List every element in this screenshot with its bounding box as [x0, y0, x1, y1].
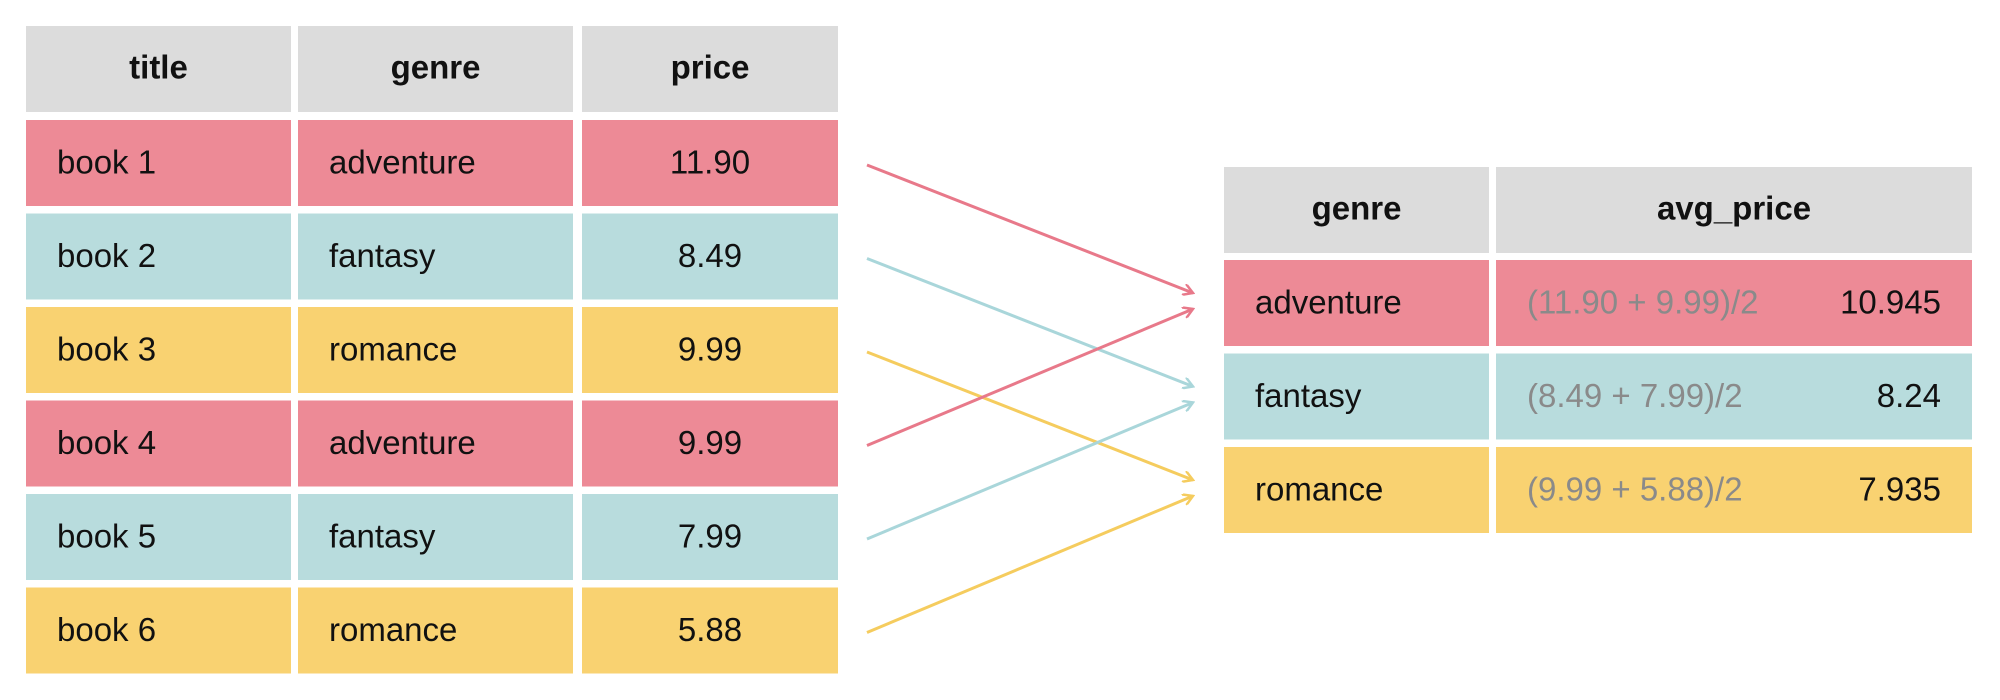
arrow: [866, 496, 1193, 634]
table-cell: [1496, 260, 1972, 346]
table-cell: [26, 120, 291, 206]
formula-text: (9.99 + 5.88)/2: [1527, 471, 1743, 508]
cell-text: 10.945: [1840, 284, 1941, 321]
cell-text: 8.24: [1877, 377, 1941, 414]
header-text: price: [671, 49, 750, 86]
header-text: genre: [391, 49, 481, 86]
header-text: genre: [1312, 190, 1402, 227]
header-cell: [26, 26, 291, 112]
arrow: [866, 163, 1193, 293]
table-cell: [1224, 353, 1489, 440]
header-text: title: [129, 49, 188, 86]
formula-text: (11.90 + 9.99)/2: [1527, 284, 1758, 321]
cell-text: book 6: [57, 611, 156, 648]
table-cell: [582, 494, 838, 580]
cell-text: 7.99: [678, 518, 742, 555]
cell-text: book 5: [57, 518, 156, 555]
table-cell: [26, 400, 291, 487]
formula-text: (8.49 + 7.99)/2: [1527, 377, 1743, 414]
cell-text: 7.935: [1858, 471, 1941, 508]
cell-text: adventure: [1255, 284, 1402, 321]
table-cell: [1224, 447, 1489, 533]
header-text: avg_price: [1657, 190, 1811, 227]
cell-text: book 4: [57, 424, 156, 461]
cell-text: book 1: [57, 144, 156, 181]
cell-text: adventure: [329, 424, 476, 461]
table-cell: [298, 120, 573, 206]
table-cell: [582, 307, 838, 393]
table-cell: [1496, 447, 1972, 533]
cell-text: romance: [1255, 471, 1383, 508]
table-cell: [26, 213, 291, 300]
cell-text: romance: [329, 611, 457, 648]
cell-text: 8.49: [678, 237, 742, 274]
cell-text: 11.90: [670, 144, 750, 181]
table-cell: [582, 120, 838, 206]
table-cell: [298, 400, 573, 487]
cell-text: 5.88: [678, 611, 742, 648]
arrow: [866, 350, 1193, 480]
arrow: [866, 309, 1193, 447]
cell-text: 9.99: [678, 331, 742, 368]
table-cell: [1224, 260, 1489, 346]
header-cell: [1496, 167, 1972, 253]
cell-text: adventure: [329, 144, 476, 181]
table-cell: [582, 213, 838, 300]
header-cell: [298, 26, 573, 112]
table-cell: [1496, 353, 1972, 440]
table-cell: [26, 307, 291, 393]
table-cell: [298, 307, 573, 393]
table-cell: [298, 213, 573, 300]
table-cell: [26, 587, 291, 674]
table-cell: [582, 587, 838, 674]
cell-text: fantasy: [329, 237, 436, 274]
header-cell: [582, 26, 838, 112]
arrow: [866, 403, 1193, 541]
arrow: [866, 257, 1193, 387]
table-cell: [298, 494, 573, 580]
table-cell: [298, 587, 573, 674]
cell-text: romance: [329, 331, 457, 368]
cell-text: fantasy: [1255, 377, 1362, 414]
header-cell: [1224, 167, 1489, 253]
table-cell: [582, 400, 838, 487]
cell-text: fantasy: [329, 518, 436, 555]
cell-text: book 2: [57, 237, 156, 274]
table-cell: [26, 494, 291, 580]
cell-text: 9.99: [678, 424, 742, 461]
cell-text: book 3: [57, 331, 156, 368]
